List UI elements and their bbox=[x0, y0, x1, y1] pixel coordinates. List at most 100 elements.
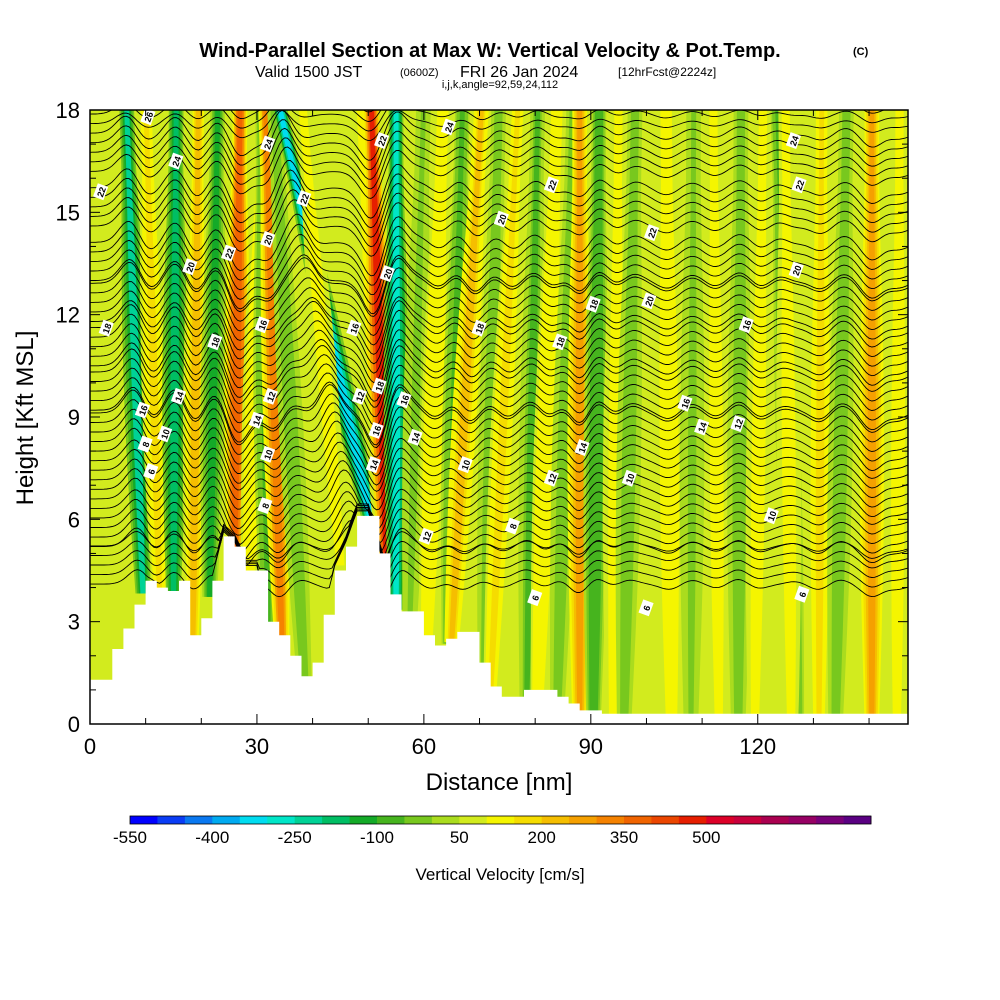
contour-label-text: 22 bbox=[298, 192, 311, 205]
colorbar-swatch bbox=[486, 816, 515, 824]
contour-label-box bbox=[621, 469, 637, 487]
y-tick-label: 15 bbox=[56, 200, 80, 225]
theta-contour-line bbox=[90, 500, 908, 553]
contour-label-box bbox=[260, 445, 276, 463]
theta-contour-line bbox=[90, 179, 908, 238]
theta-contour-line bbox=[90, 169, 908, 229]
contour-label-box bbox=[504, 517, 520, 535]
chart-title: Wind-Parallel Section at Max W: Vertical… bbox=[199, 40, 780, 62]
velocity-band bbox=[727, 110, 752, 721]
contour-label-box bbox=[365, 456, 381, 474]
x-tick-label: 90 bbox=[579, 734, 603, 759]
contour-label-box bbox=[248, 411, 264, 429]
x-tick-label: 30 bbox=[245, 734, 269, 759]
theta-contour-line bbox=[90, 393, 908, 458]
contour-label: 22 bbox=[296, 190, 312, 207]
contour-label-text: 8 bbox=[508, 522, 519, 530]
contour-label: 6 bbox=[527, 589, 543, 607]
contour-label: 6 bbox=[794, 585, 810, 603]
contour-label-text: 12 bbox=[421, 530, 434, 543]
contour-label-text: 8 bbox=[260, 502, 271, 510]
contour-label-box bbox=[168, 152, 184, 170]
contour-label-box bbox=[296, 190, 312, 207]
contour-label-text: 6 bbox=[530, 594, 541, 602]
contour-label: 18 bbox=[371, 377, 387, 395]
contour-label-text: 20 bbox=[184, 261, 197, 274]
velocity-band bbox=[419, 110, 451, 645]
x-axis: 0 30 60 90 120 bbox=[84, 110, 870, 759]
contour-label: 14 bbox=[365, 456, 381, 474]
colorbar-swatch bbox=[761, 816, 790, 824]
colorbar-tick-label: -100 bbox=[360, 828, 394, 847]
contour-label-text: 12 bbox=[354, 390, 367, 403]
y-tick-label: 12 bbox=[56, 303, 80, 328]
colorbar-tick-label: 350 bbox=[610, 828, 638, 847]
contour-label: 8 bbox=[137, 435, 153, 453]
contour-label-box bbox=[182, 258, 198, 276]
contour-label-box bbox=[585, 295, 601, 313]
colorbar-swatch bbox=[624, 816, 652, 824]
contour-label-box bbox=[794, 585, 810, 603]
contour-label: 12 bbox=[351, 387, 367, 405]
theta-contour-line bbox=[90, 432, 908, 492]
contour-label: 24 bbox=[260, 135, 276, 153]
contour-label-box bbox=[134, 401, 150, 419]
contour-label-text: 20 bbox=[496, 213, 509, 226]
velocity-band-layer bbox=[449, 110, 484, 643]
contour-label: 22 bbox=[643, 224, 660, 242]
contour-label-text: 16 bbox=[371, 424, 384, 437]
theta-contour-line bbox=[90, 146, 908, 199]
contour-label: 8 bbox=[257, 497, 273, 514]
contour-label-text: 10 bbox=[460, 459, 473, 472]
velocity-band-layer bbox=[815, 110, 825, 721]
theta-contour-line bbox=[90, 286, 908, 346]
contour-label-text: 22 bbox=[223, 247, 236, 260]
contour-label: 16 bbox=[368, 421, 384, 439]
contour-label: 14 bbox=[694, 418, 710, 436]
colorbar-frame bbox=[129, 815, 872, 825]
contour-label-box bbox=[493, 210, 509, 228]
theta-contour-line bbox=[90, 110, 908, 142]
colorbar-swatch bbox=[651, 816, 680, 824]
theta-contour-line bbox=[90, 267, 908, 327]
contour-label-text: 6 bbox=[641, 604, 652, 612]
contour-label-box bbox=[260, 135, 276, 153]
subtitle-indices: i,j,k,angle=92,59,24,112 bbox=[442, 79, 558, 91]
y-axis-label: Height [Kft MSL] bbox=[12, 331, 39, 506]
contour-label-box bbox=[643, 224, 660, 242]
contour-label: 24 bbox=[168, 152, 184, 170]
contour-label-text: 16 bbox=[741, 319, 754, 332]
theta-contour-line bbox=[90, 296, 908, 355]
theta-contour-line bbox=[90, 402, 908, 467]
velocity-band-layer bbox=[424, 110, 446, 645]
velocity-band-layer bbox=[271, 110, 307, 680]
theta-contour-line bbox=[90, 510, 908, 567]
subtitle-forecast: [12hrFcst@2224z] bbox=[618, 65, 716, 79]
copyright-mark: (C) bbox=[853, 46, 869, 58]
contour-label-text: 16 bbox=[398, 394, 411, 407]
theta-contour-line bbox=[90, 329, 908, 393]
colorbar bbox=[129, 815, 872, 825]
contour-label: 12 bbox=[730, 415, 746, 433]
theta-contour-line bbox=[90, 372, 908, 436]
theta-contour-line bbox=[90, 119, 908, 171]
contour-label: 6 bbox=[638, 599, 654, 617]
contour-label-text: 16 bbox=[679, 397, 692, 410]
colorbar-swatch bbox=[184, 816, 213, 824]
contour-label-text: 12 bbox=[732, 418, 745, 431]
contour-label-box bbox=[543, 176, 559, 194]
velocity-band bbox=[885, 110, 908, 721]
contour-label-text: 16 bbox=[257, 319, 270, 332]
contour-label: 14 bbox=[248, 411, 264, 429]
velocity-band-layer bbox=[687, 110, 697, 721]
y-tick-label: 18 bbox=[56, 98, 80, 123]
contour-label-box bbox=[371, 377, 387, 395]
contour-label-text: 10 bbox=[262, 448, 275, 461]
contour-label-text: 24 bbox=[170, 155, 183, 168]
contour-label-text: 10 bbox=[624, 472, 637, 485]
theta-contour-line bbox=[90, 345, 908, 408]
contour-label-box bbox=[677, 394, 693, 412]
contour-label-text: 16 bbox=[137, 404, 150, 417]
theta-contour-line bbox=[90, 363, 908, 427]
